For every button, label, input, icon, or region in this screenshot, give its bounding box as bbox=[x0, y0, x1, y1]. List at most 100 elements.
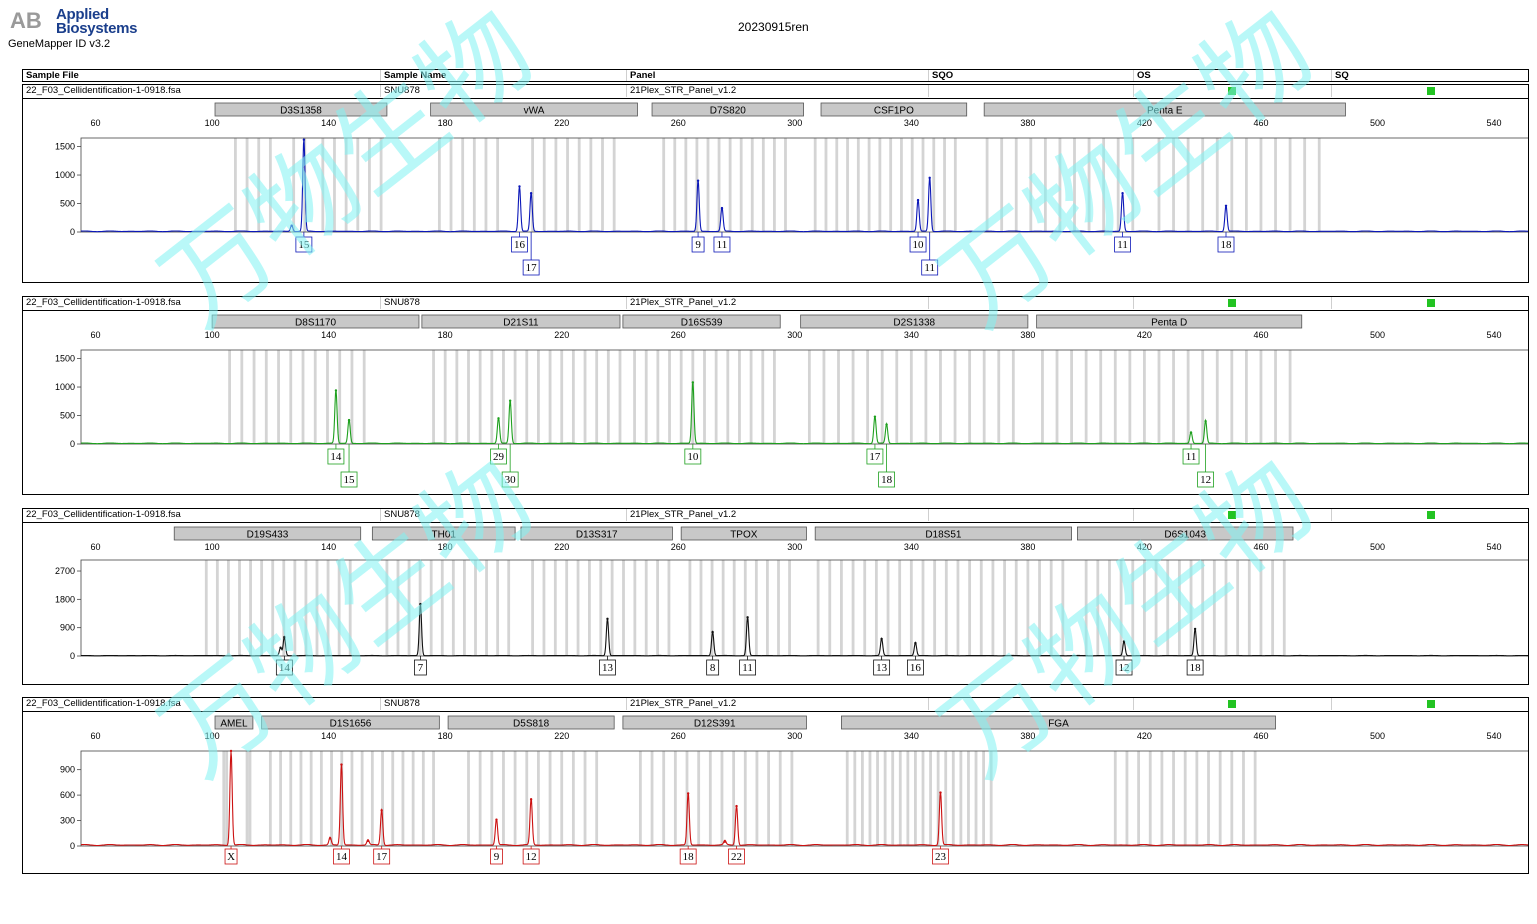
marker-bar[interactable] bbox=[820, 102, 968, 117]
marker-bar[interactable] bbox=[651, 102, 804, 117]
allele-call-box[interactable] bbox=[691, 236, 705, 253]
header-panel: Panel bbox=[626, 70, 655, 81]
allele-call-box[interactable] bbox=[932, 848, 949, 865]
allele-call-box[interactable] bbox=[327, 448, 345, 465]
allele-bin bbox=[1014, 138, 1018, 232]
allele-bin bbox=[485, 560, 488, 656]
allele-call-box[interactable] bbox=[866, 448, 884, 465]
allele-bin bbox=[738, 350, 741, 444]
allele-call-box[interactable] bbox=[739, 659, 757, 676]
allele-call-label: 13 bbox=[602, 662, 614, 674]
peak-apex bbox=[735, 804, 738, 808]
allele-call-box[interactable] bbox=[878, 471, 895, 488]
allele-call-box[interactable] bbox=[684, 448, 702, 465]
allele-call-box[interactable] bbox=[1114, 236, 1131, 253]
sqo-pass-icon bbox=[1228, 87, 1236, 95]
allele-call-box[interactable] bbox=[907, 659, 924, 676]
electropherogram-plot: D3S1358 vWA D7S820 CSF1PO Penta E60 100 140 180… bbox=[55, 102, 1528, 276]
allele-bin bbox=[953, 350, 957, 444]
allele-call-box[interactable] bbox=[414, 659, 427, 676]
marker-label: D16S539 bbox=[681, 318, 723, 329]
allele-bin bbox=[989, 751, 993, 846]
allele-call-label: 17 bbox=[376, 851, 388, 863]
allele-call-box[interactable] bbox=[599, 659, 616, 676]
allele-bin bbox=[455, 350, 459, 444]
size-tick-label: 540 bbox=[1487, 118, 1502, 128]
allele-call-box[interactable] bbox=[490, 448, 507, 465]
marker-bar[interactable] bbox=[447, 715, 615, 730]
allele-call-box[interactable] bbox=[1182, 448, 1200, 465]
allele-bin bbox=[204, 560, 208, 656]
allele-call-box[interactable] bbox=[706, 659, 720, 676]
allele-bin bbox=[1113, 350, 1117, 444]
marker-bar[interactable] bbox=[261, 715, 440, 730]
allele-bin bbox=[944, 751, 948, 846]
sqo-pass-icon bbox=[1228, 700, 1236, 708]
sample-panel: 22_F03_Cellidentification-1-0918.fsa SNU8… bbox=[22, 84, 1529, 283]
allele-call-box[interactable] bbox=[1217, 236, 1235, 253]
sqo-pass-icon bbox=[1228, 299, 1236, 307]
allele-bin bbox=[326, 350, 329, 444]
marker-bar[interactable] bbox=[1036, 314, 1303, 329]
allele-call-box[interactable] bbox=[713, 236, 731, 253]
allele-call-box[interactable] bbox=[295, 236, 313, 253]
allele-bin bbox=[1113, 751, 1117, 846]
allele-bin bbox=[362, 350, 366, 444]
marker-bar[interactable] bbox=[371, 526, 516, 541]
allele-bin bbox=[840, 560, 843, 656]
size-tick-label: 260 bbox=[671, 118, 686, 128]
allele-bin bbox=[421, 751, 425, 846]
allele-bin bbox=[407, 560, 411, 656]
size-tick-label: 420 bbox=[1137, 542, 1152, 552]
allele-bin bbox=[1108, 560, 1111, 656]
allele-call-box[interactable] bbox=[501, 471, 519, 488]
allele-bin bbox=[249, 560, 252, 656]
allele-call-box[interactable] bbox=[522, 848, 540, 865]
allele-call-label: 11 bbox=[717, 239, 728, 251]
allele-call-box[interactable] bbox=[728, 848, 745, 865]
allele-call-box[interactable] bbox=[522, 259, 540, 276]
allele-call-box[interactable] bbox=[333, 848, 350, 865]
allele-call-box[interactable] bbox=[909, 236, 927, 253]
allele-call-box[interactable] bbox=[373, 848, 391, 865]
allele-bin bbox=[1201, 138, 1205, 232]
trace-line bbox=[81, 139, 1528, 233]
allele-call-box[interactable] bbox=[275, 659, 293, 676]
marker-bar[interactable] bbox=[520, 526, 673, 541]
qc-cell bbox=[1331, 698, 1335, 710]
marker-bar[interactable] bbox=[173, 526, 362, 541]
peak-apex bbox=[529, 798, 533, 801]
peak-apex bbox=[340, 763, 343, 766]
marker-bar[interactable] bbox=[800, 314, 1029, 329]
allele-call-box[interactable] bbox=[921, 259, 939, 276]
allele-call-box[interactable] bbox=[873, 659, 891, 676]
allele-call-box[interactable] bbox=[679, 848, 697, 865]
marker-bar[interactable] bbox=[430, 102, 638, 117]
marker-bar[interactable] bbox=[214, 102, 388, 117]
allele-call-box[interactable] bbox=[340, 471, 358, 488]
plot-frame bbox=[80, 349, 1528, 445]
marker-bar[interactable] bbox=[814, 526, 1072, 541]
size-tick-label: 100 bbox=[205, 731, 220, 741]
marker-bar[interactable] bbox=[841, 715, 1276, 730]
marker-bar[interactable] bbox=[983, 102, 1346, 117]
allele-call-box[interactable] bbox=[490, 848, 503, 865]
allele-call-box[interactable] bbox=[1186, 659, 1204, 676]
allele-call-box[interactable] bbox=[511, 236, 528, 253]
allele-bin bbox=[1160, 751, 1164, 846]
marker-bar[interactable] bbox=[211, 314, 420, 329]
allele-bin bbox=[443, 350, 447, 444]
allele-bin bbox=[921, 751, 925, 846]
allele-call-box[interactable] bbox=[1197, 471, 1215, 488]
marker-bar[interactable] bbox=[680, 526, 807, 541]
allele-call-box[interactable] bbox=[224, 848, 238, 865]
allele-call-box[interactable] bbox=[1115, 659, 1133, 676]
allele-bin bbox=[289, 350, 293, 444]
allele-bin bbox=[720, 751, 724, 846]
marker-bar[interactable] bbox=[214, 715, 254, 730]
marker-bar[interactable] bbox=[622, 715, 807, 730]
sample-info-row: 22_F03_Cellidentification-1-0918.fsa SNU8… bbox=[23, 297, 1528, 311]
marker-bar[interactable] bbox=[1077, 526, 1294, 541]
marker-bar[interactable] bbox=[622, 314, 781, 329]
marker-bar[interactable] bbox=[421, 314, 621, 329]
